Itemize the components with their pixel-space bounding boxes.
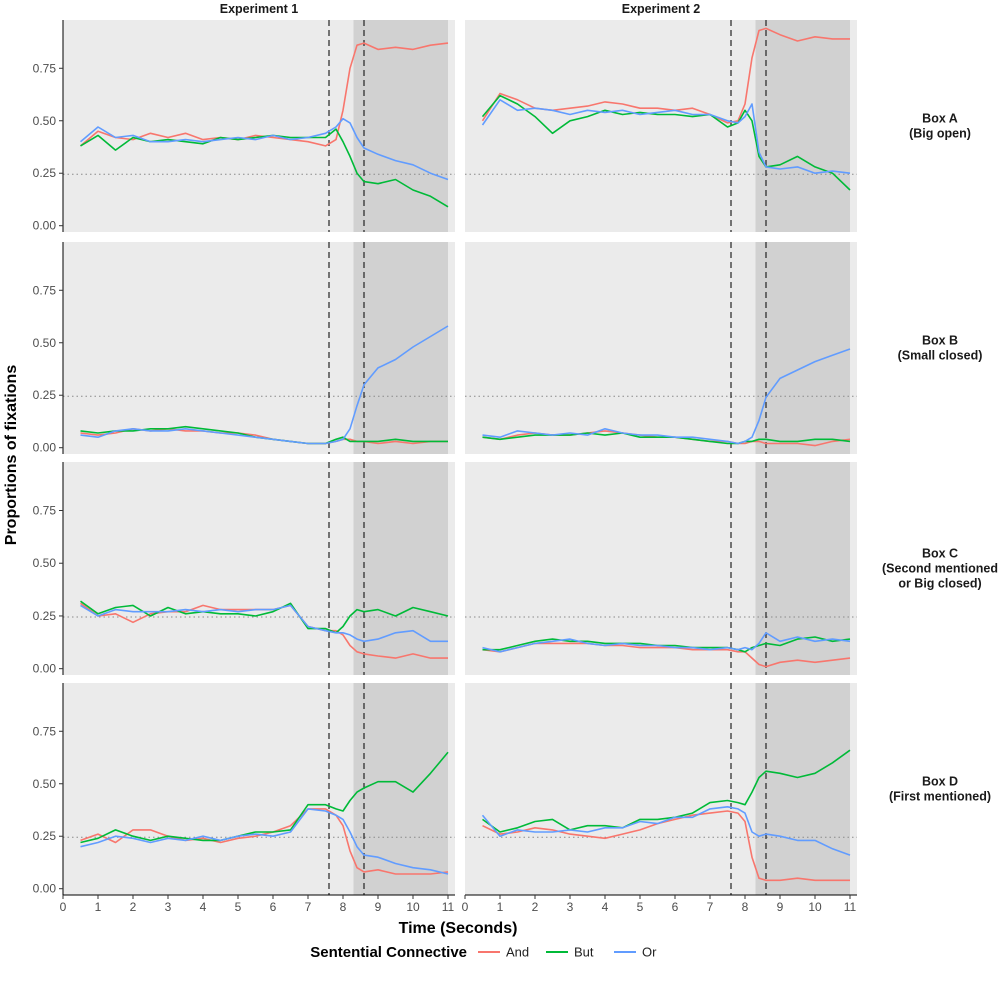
legend-label-or: Or <box>642 945 657 960</box>
x-tick-label: 6 <box>270 900 277 914</box>
x-tick-label: 2 <box>532 900 539 914</box>
row-strip-label: or Big closed) <box>898 577 981 591</box>
x-axis-label: Time (Seconds) <box>399 920 518 937</box>
x-tick-label: 7 <box>305 900 312 914</box>
y-tick-label: 0.75 <box>33 283 57 297</box>
series-line-but <box>482 749 851 833</box>
shaded-window <box>353 462 448 675</box>
shaded-window <box>755 20 850 232</box>
legend: Sentential Connective And But Or <box>310 944 657 961</box>
x-tick-label: 8 <box>340 900 347 914</box>
series-line-and <box>482 642 851 668</box>
y-tick-label: 0.75 <box>33 724 57 738</box>
y-tick-label: 0.00 <box>33 662 57 676</box>
x-tick-label: 9 <box>777 900 784 914</box>
x-tick-label: 11 <box>442 900 455 914</box>
facet-panel: 0.00 0.25 0.50 0.75 <box>33 242 455 455</box>
row-strip-label: (Big open) <box>909 127 971 141</box>
row-strip-label: Box A <box>922 112 958 126</box>
column-strip-label: Experiment 1 <box>220 2 299 16</box>
row-strip-label: Box D <box>922 775 958 789</box>
series-line-but <box>80 600 449 634</box>
series-line-and <box>482 810 850 882</box>
x-tick-label: 0 <box>462 900 469 914</box>
series-line-or <box>80 325 449 445</box>
y-tick-label: 0.25 <box>33 388 57 402</box>
series-line-or <box>481 99 851 174</box>
y-tick-label: 0.50 <box>33 336 57 350</box>
facet-panel: 0 1 2 3 4 5 6 7 8 9 10 11 <box>462 683 857 914</box>
facet-panel: 0.00 0.25 0.50 0.75 0 1 2 3 4 5 6 7 8 9 10 11 <box>33 683 455 914</box>
y-tick-label: 0.00 <box>33 882 57 896</box>
facet-panel: 0.00 0.25 0.50 0.75 <box>33 462 455 676</box>
x-tick-label: 10 <box>406 900 420 914</box>
facet-panel <box>465 242 857 454</box>
series-line-or <box>79 117 449 181</box>
series-line-or <box>482 631 851 653</box>
row-strip-label: (First mentioned) <box>889 790 991 804</box>
series-line-and <box>80 808 449 875</box>
series-line-or <box>481 805 851 856</box>
x-tick-label: 1 <box>497 900 504 914</box>
y-axis-label: Proportions of fixations <box>3 365 20 546</box>
y-tick-label: 0.50 <box>33 114 57 128</box>
x-tick-label: 3 <box>165 900 172 914</box>
x-tick-label: 5 <box>235 900 242 914</box>
x-tick-label: 1 <box>95 900 102 914</box>
x-tick-label: 0 <box>60 900 67 914</box>
shaded-window <box>755 683 850 895</box>
x-tick-label: 4 <box>200 900 207 914</box>
row-strip-label: (Second mentioned <box>882 562 998 576</box>
facet-panel <box>465 20 857 232</box>
x-tick-label: 4 <box>602 900 609 914</box>
row-strip-label: Box B <box>922 334 958 348</box>
legend-title: Sentential Connective <box>310 944 467 961</box>
y-tick-label: 0.25 <box>33 829 57 843</box>
shaded-window <box>755 242 850 454</box>
shaded-window <box>353 683 448 895</box>
x-tick-label: 7 <box>707 900 714 914</box>
x-tick-label: 8 <box>742 900 749 914</box>
series-line-or <box>80 808 449 875</box>
x-tick-label: 6 <box>672 900 679 914</box>
series-line-or <box>80 604 448 643</box>
legend-entries: And But Or <box>478 945 657 960</box>
row-strip-label: Box C <box>922 547 958 561</box>
shaded-window <box>353 242 448 454</box>
facet-panel: 0.00 0.25 0.50 0.75 <box>33 20 455 233</box>
y-tick-label: 0.25 <box>33 166 57 180</box>
y-tick-label: 0.75 <box>33 504 57 518</box>
series-line-but <box>481 94 851 191</box>
x-tick-label: 3 <box>567 900 574 914</box>
row-strip-label: (Small closed) <box>898 349 983 363</box>
panels-layer: Experiment 1 Experiment 2 Box A(Big open) B… <box>33 2 998 914</box>
y-tick-label: 0.25 <box>33 609 57 623</box>
y-tick-label: 0.00 <box>33 441 57 455</box>
shaded-window <box>353 20 448 232</box>
y-tick-label: 0.75 <box>33 61 57 75</box>
y-tick-label: 0.00 <box>33 219 57 233</box>
shaded-window <box>755 462 850 675</box>
legend-label-and: And <box>506 945 529 960</box>
facet-panel <box>465 462 857 675</box>
x-tick-label: 2 <box>130 900 137 914</box>
series-line-but <box>80 751 449 844</box>
y-tick-label: 0.50 <box>33 556 57 570</box>
x-tick-label: 10 <box>808 900 822 914</box>
legend-label-but: But <box>574 945 594 960</box>
y-tick-label: 0.50 <box>33 777 57 791</box>
column-strip-label: Experiment 2 <box>622 2 701 16</box>
x-tick-label: 9 <box>375 900 382 914</box>
series-line-or <box>482 348 851 445</box>
x-tick-label: 5 <box>637 900 644 914</box>
x-tick-label: 11 <box>844 900 857 914</box>
